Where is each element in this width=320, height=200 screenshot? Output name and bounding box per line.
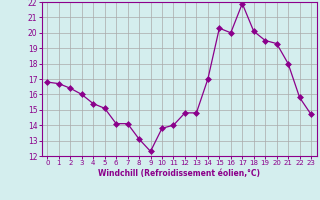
X-axis label: Windchill (Refroidissement éolien,°C): Windchill (Refroidissement éolien,°C) xyxy=(98,169,260,178)
